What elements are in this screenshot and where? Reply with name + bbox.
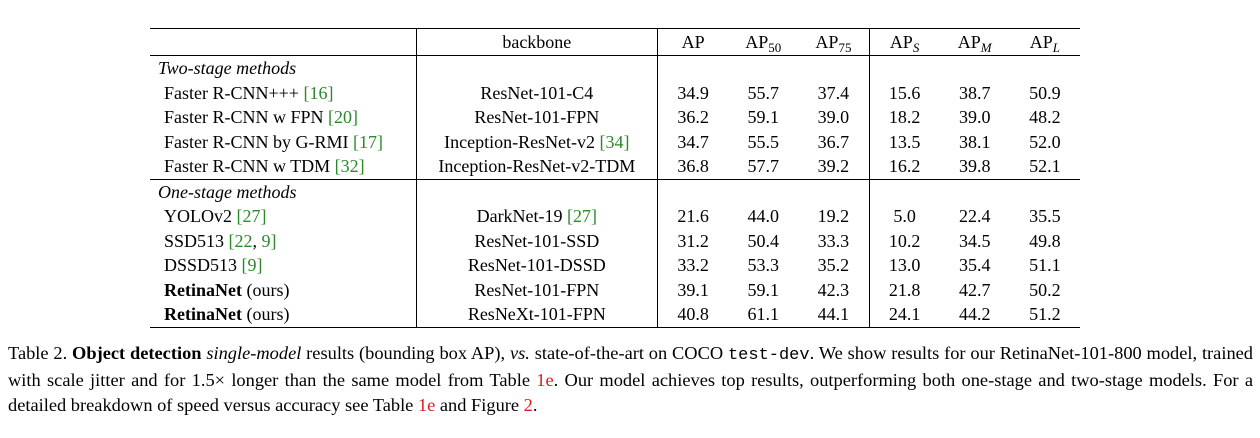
apm-cell: 22.4 bbox=[958, 206, 991, 226]
group-row: One-stage methods bbox=[150, 179, 1080, 204]
ap-cell: 34.7 bbox=[677, 131, 709, 152]
ap50-cell: 59.1 bbox=[747, 279, 780, 300]
ap75-cell: 39.2 bbox=[798, 154, 870, 179]
aps-header: APS bbox=[889, 32, 920, 55]
ap-header: AP bbox=[681, 32, 705, 52]
table-row: Faster R-CNN w TDM [32] Inception-ResNet… bbox=[150, 154, 1080, 179]
table-row: Faster R-CNN by G-RMI [17] Inception-Res… bbox=[150, 129, 1080, 154]
apm-cell: 42.7 bbox=[958, 279, 991, 300]
ap50-cell: 61.1 bbox=[747, 304, 780, 324]
apl-cell: 50.9 bbox=[1029, 82, 1061, 103]
backbone-cell: Inception-ResNet-v2-TDM bbox=[415, 154, 659, 179]
aps-cell: 5.0 bbox=[893, 206, 916, 226]
method-cell: YOLOv2 [27] bbox=[164, 206, 267, 226]
backbone-cell: ResNet-101-C4 bbox=[415, 80, 659, 105]
ap75-cell: 37.4 bbox=[798, 80, 870, 105]
aps-cell: 18.2 bbox=[888, 107, 921, 127]
apl-cell: 52.1 bbox=[1029, 156, 1061, 176]
header-row: backbone AP AP50 AP75 APS APM APL bbox=[150, 28, 1080, 56]
ap50-cell: 55.5 bbox=[747, 131, 780, 152]
group-label-one-stage: One-stage methods bbox=[158, 181, 297, 202]
aps-cell: 10.2 bbox=[888, 230, 921, 251]
backbone-cell: ResNet-101-DSSD bbox=[415, 253, 659, 278]
ap-cell: 36.8 bbox=[677, 156, 709, 176]
table-row: Faster R-CNN w FPN [20] ResNet-101-FPN 3… bbox=[150, 105, 1080, 130]
apl-cell: 49.8 bbox=[1029, 230, 1061, 251]
apl-cell: 35.5 bbox=[1029, 206, 1061, 226]
ap75-header: AP75 bbox=[798, 28, 870, 56]
table-row: YOLOv2 [27] DarkNet-19 [27] 21.6 44.0 19… bbox=[150, 204, 1080, 229]
apl-cell: 51.2 bbox=[1029, 304, 1061, 324]
aps-cell: 16.2 bbox=[888, 156, 921, 176]
backbone-cell: ResNeXt-101-FPN bbox=[415, 302, 659, 327]
apm-cell: 38.7 bbox=[958, 82, 991, 103]
table-row: SSD513 [22, 9] ResNet-101-SSD 31.2 50.4 … bbox=[150, 228, 1080, 253]
table-row: RetinaNet (ours) ResNet-101-FPN 39.1 59.… bbox=[150, 277, 1080, 302]
group-row: Two-stage methods bbox=[150, 55, 1080, 81]
ap50-cell: 55.7 bbox=[747, 82, 780, 103]
ap-cell: 31.2 bbox=[677, 230, 709, 251]
table-link[interactable]: 1e bbox=[417, 395, 436, 415]
results-table: backbone AP AP50 AP75 APS APM APL Two-st… bbox=[150, 28, 1080, 328]
method-header bbox=[150, 29, 416, 56]
apm-cell: 39.0 bbox=[958, 107, 991, 127]
aps-cell: 13.0 bbox=[888, 255, 921, 275]
ap50-cell: 59.1 bbox=[747, 107, 780, 127]
ap75-cell: 42.3 bbox=[798, 277, 870, 302]
method-cell: Faster R-CNN by G-RMI [17] bbox=[164, 131, 383, 152]
ap50-cell: 57.7 bbox=[747, 156, 780, 176]
apm-cell: 38.1 bbox=[958, 131, 991, 152]
group-label-two-stage: Two-stage methods bbox=[158, 58, 297, 78]
table-row: Faster R-CNN+++ [16] ResNet-101-C4 34.9 … bbox=[150, 80, 1080, 105]
ap-cell: 34.9 bbox=[677, 82, 709, 103]
method-cell: Faster R-CNN w FPN [20] bbox=[164, 107, 359, 127]
apl-cell: 50.2 bbox=[1029, 279, 1061, 300]
table-link[interactable]: 1e bbox=[536, 370, 554, 390]
table-row: DSSD513 [9] ResNet-101-DSSD 33.2 53.3 35… bbox=[150, 253, 1080, 278]
backbone-cell: ResNet-101-FPN bbox=[415, 277, 659, 302]
ap75-cell: 33.3 bbox=[798, 228, 870, 253]
ap75-cell: 19.2 bbox=[798, 204, 870, 229]
backbone-cell: ResNet-101-SSD bbox=[415, 228, 659, 253]
apm-cell: 34.5 bbox=[958, 230, 991, 251]
apm-cell: 44.2 bbox=[958, 304, 991, 324]
ap75-cell: 36.7 bbox=[798, 129, 870, 154]
table-caption: Table 2. Object detection single-model r… bbox=[8, 343, 1254, 415]
ap-cell: 36.2 bbox=[677, 107, 709, 127]
aps-cell: 24.1 bbox=[888, 304, 921, 324]
ap50-cell: 44.0 bbox=[747, 206, 780, 226]
ap50-cell: 50.4 bbox=[747, 230, 780, 251]
ap-cell: 39.1 bbox=[677, 279, 709, 300]
method-cell: DSSD513 [9] bbox=[164, 255, 263, 275]
ap-cell: 40.8 bbox=[677, 304, 709, 324]
method-cell: Faster R-CNN+++ [16] bbox=[164, 82, 334, 103]
ap50-header: AP50 bbox=[745, 32, 782, 55]
ap75-cell: 39.0 bbox=[798, 105, 870, 130]
table-row: RetinaNet (ours) ResNeXt-101-FPN 40.8 61… bbox=[150, 302, 1080, 327]
backbone-cell: DarkNet-19 [27] bbox=[415, 204, 659, 229]
ap75-cell: 35.2 bbox=[798, 253, 870, 278]
aps-cell: 13.5 bbox=[888, 131, 921, 152]
ap50-cell: 53.3 bbox=[747, 255, 780, 275]
apm-header: APM bbox=[957, 32, 992, 55]
aps-cell: 15.6 bbox=[888, 82, 921, 103]
method-cell: RetinaNet (ours) bbox=[164, 304, 290, 324]
method-cell: Faster R-CNN w TDM [32] bbox=[164, 156, 365, 176]
figure-link[interactable]: 2 bbox=[523, 395, 533, 415]
method-cell: RetinaNet (ours) bbox=[164, 279, 290, 300]
apl-header: APL bbox=[1029, 32, 1061, 55]
apl-cell: 52.0 bbox=[1029, 131, 1061, 152]
apm-cell: 35.4 bbox=[958, 255, 991, 275]
apl-cell: 51.1 bbox=[1029, 255, 1061, 275]
ap-cell: 21.6 bbox=[677, 206, 709, 226]
apm-cell: 39.8 bbox=[958, 156, 991, 176]
ap-cell: 33.2 bbox=[677, 255, 709, 275]
ap75-cell: 44.1 bbox=[798, 302, 870, 327]
aps-cell: 21.8 bbox=[888, 279, 921, 300]
method-cell: SSD513 [22, 9] bbox=[164, 230, 277, 251]
backbone-header: backbone bbox=[415, 28, 659, 56]
backbone-cell: ResNet-101-FPN bbox=[415, 105, 659, 130]
backbone-cell: Inception-ResNet-v2 [34] bbox=[415, 129, 659, 154]
apl-cell: 48.2 bbox=[1029, 107, 1061, 127]
